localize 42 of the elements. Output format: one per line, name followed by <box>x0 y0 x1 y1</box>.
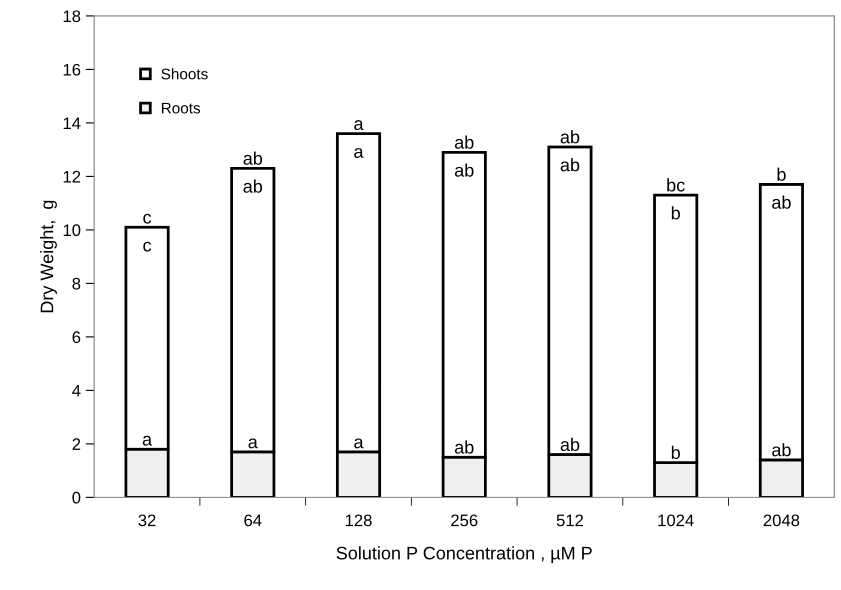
annotation: c <box>143 242 152 252</box>
x-axis-title: Solution P Concentration , µM P <box>336 546 592 564</box>
x-tick-label: 256 <box>451 514 478 526</box>
annotation: a <box>142 436 152 446</box>
annotation: c <box>143 214 152 224</box>
annotation: ab <box>244 152 262 165</box>
annotation: ab <box>772 196 791 209</box>
y-tick-label: 16 <box>64 64 80 76</box>
x-tick-label: 64 <box>244 514 262 526</box>
y-tick-label: 18 <box>64 10 80 22</box>
legend-label: Shoots <box>161 68 208 80</box>
annotation: a <box>354 120 364 130</box>
y-tick-label: 0 <box>72 492 80 504</box>
y-axis-title: Dry Weight, g <box>40 200 57 312</box>
annotation: a <box>354 438 364 448</box>
y-tick-label: 2 <box>72 438 80 450</box>
y-tick-label: 8 <box>72 278 80 290</box>
x-tick-label: 128 <box>346 514 372 526</box>
annotation: b <box>778 168 786 181</box>
x-tick-label: 2048 <box>764 514 800 526</box>
annotation: b <box>672 446 680 460</box>
annotation: bc <box>667 178 685 192</box>
annotation: ab <box>560 130 580 144</box>
annotation: b <box>672 206 680 220</box>
y-tick-label: 12 <box>64 170 80 182</box>
annotation: ab <box>454 440 474 454</box>
legend-label: Roots <box>162 102 200 114</box>
y-tick-label: 14 <box>64 117 81 129</box>
x-tick-label: 1024 <box>658 514 694 526</box>
annotation: ab <box>560 438 580 452</box>
annotation: ab <box>560 158 580 172</box>
x-tick-label: 512 <box>556 514 584 526</box>
annotation: a <box>354 148 364 158</box>
y-tick-label: 4 <box>72 384 81 396</box>
x-tick-label: 32 <box>138 514 156 526</box>
annotation: ab <box>772 443 791 456</box>
y-tick-label: 6 <box>72 331 80 344</box>
annotation: ab <box>454 163 474 177</box>
annotation: a <box>248 438 258 448</box>
y-tick-label: 10 <box>64 224 80 236</box>
annotation: ab <box>244 179 262 193</box>
annotation: ab <box>454 136 474 149</box>
